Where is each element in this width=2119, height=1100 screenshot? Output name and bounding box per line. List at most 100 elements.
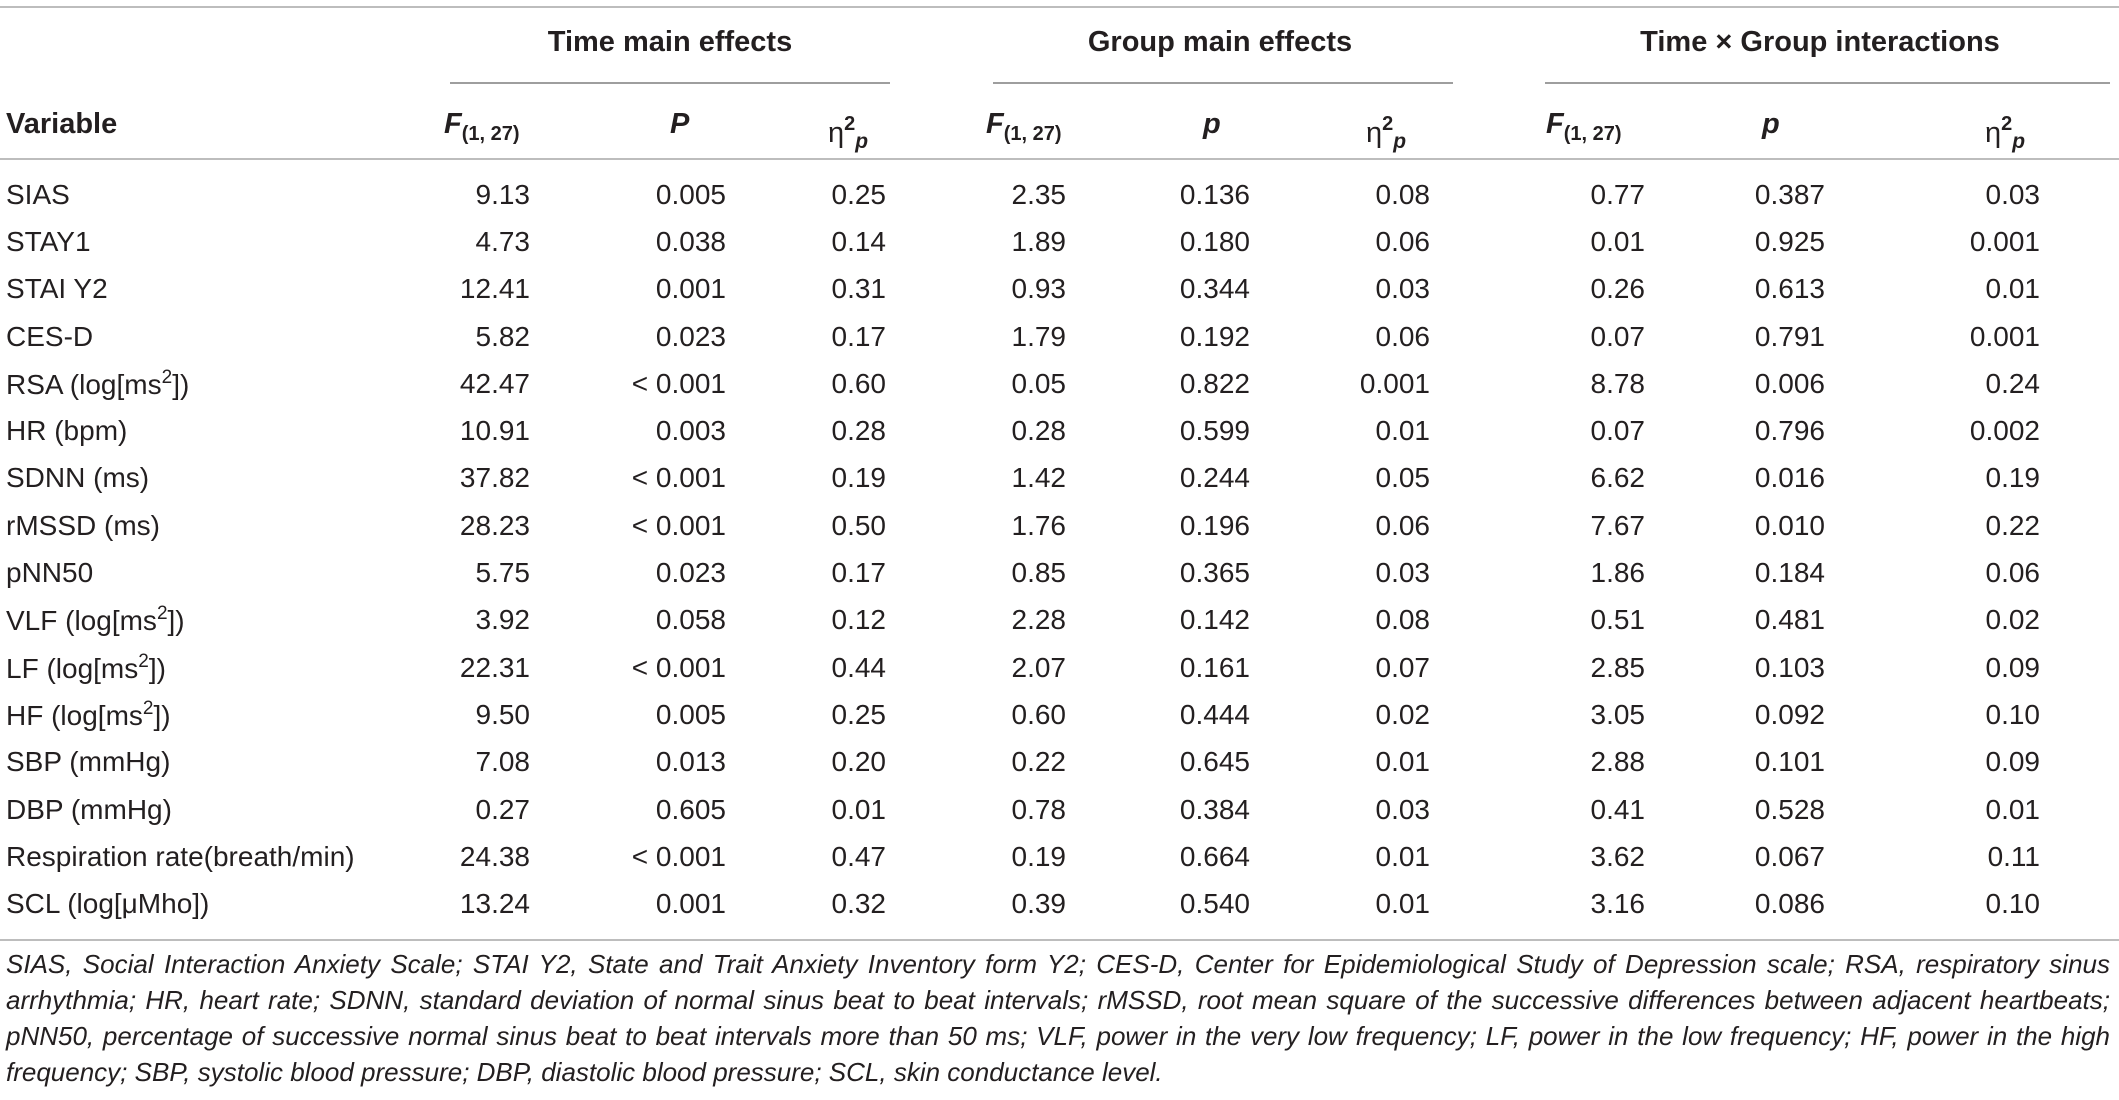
cell-t-p: 0.023: [655, 557, 726, 589]
cell-t-f: 3.92: [475, 604, 531, 636]
cell-t-p: 0.005: [655, 178, 726, 210]
cell-i-eta: 0.06: [1985, 557, 2041, 589]
cell-t-f: 5.82: [475, 320, 531, 352]
cell-g-f: 0.28: [1011, 415, 1067, 447]
cell-i-eta: 0.001: [1969, 320, 2040, 352]
group-rule-interaction: [1545, 82, 2110, 84]
row-variable: CES-D: [6, 320, 94, 352]
cell-t-eta: 0.50: [831, 509, 887, 541]
cell-t-eta: 0.17: [831, 320, 887, 352]
cell-g-f: 1.42: [1011, 462, 1067, 494]
cell-g-p: 0.244: [1179, 462, 1250, 494]
cell-g-p: 0.599: [1179, 415, 1250, 447]
cell-g-f: 0.19: [1011, 840, 1067, 872]
cell-t-eta: 0.25: [831, 698, 887, 730]
row-variable: SDNN (ms): [6, 462, 150, 494]
cell-i-eta: 0.10: [1985, 888, 2041, 920]
cell-t-p: 0.005: [655, 698, 726, 730]
header-group-p: p: [1203, 108, 1221, 140]
cell-t-eta: 0.28: [831, 415, 887, 447]
cell-g-p: 0.161: [1179, 651, 1250, 683]
cell-g-eta: 0.01: [1375, 415, 1431, 447]
header-interaction-f: F(1, 27): [1546, 108, 1622, 145]
table-bottom-rule: [0, 939, 2119, 941]
row-variable: SBP (mmHg): [6, 746, 171, 778]
cell-g-eta: 0.01: [1375, 888, 1431, 920]
cell-t-eta: 0.20: [831, 746, 887, 778]
cell-t-p: 0.058: [655, 604, 726, 636]
cell-g-eta: 0.06: [1375, 320, 1431, 352]
cell-i-p: 0.086: [1754, 888, 1825, 920]
cell-i-f: 0.26: [1590, 273, 1646, 305]
cell-g-eta: 0.02: [1375, 698, 1431, 730]
cell-i-p: 0.481: [1754, 604, 1825, 636]
cell-i-eta: 0.01: [1985, 793, 2041, 825]
cell-t-eta: 0.17: [831, 557, 887, 589]
group-rule-time: [450, 82, 890, 84]
group-title-time: Time main effects: [547, 26, 793, 58]
row-variable: HR (bpm): [6, 415, 128, 447]
cell-t-eta: 0.44: [831, 651, 887, 683]
table-row: CES-D 5.82 0.023 0.17 1.79 0.192 0.06 0.07 0.791…: [0, 313, 2040, 360]
cell-g-f: 0.78: [1011, 793, 1067, 825]
header-interaction-p: p: [1762, 108, 1780, 140]
cell-g-f: 1.76: [1011, 509, 1067, 541]
row-variable: RSA (log[ms2]): [6, 366, 190, 400]
table-row: pNN50 5.75 0.023 0.17 0.85 0.365 0.03 1.86 0.184…: [0, 549, 2040, 596]
cell-i-f: 1.86: [1590, 557, 1646, 589]
cell-i-eta: 0.02: [1985, 604, 2041, 636]
cell-t-p: 0.001: [655, 273, 726, 305]
cell-g-eta: 0.03: [1375, 793, 1431, 825]
cell-t-eta: 0.31: [831, 273, 887, 305]
cell-t-f: 9.13: [475, 178, 531, 210]
cell-t-p: < 0.001: [631, 509, 726, 541]
cell-i-p: 0.101: [1754, 746, 1825, 778]
cell-g-eta: 0.06: [1375, 509, 1431, 541]
results-table: SIAS 9.13 0.005 0.25 2.35 0.136 0.08 0.77 0.387 0…: [0, 171, 2040, 928]
cell-t-f: 12.41: [459, 273, 530, 305]
cell-g-p: 0.444: [1179, 698, 1250, 730]
header-variable: Variable: [6, 108, 118, 140]
cell-g-f: 0.39: [1011, 888, 1067, 920]
cell-t-f: 0.27: [475, 793, 531, 825]
table-footnote: SIAS, Social Interaction Anxiety Scale; …: [6, 949, 2110, 1087]
group-title-group: Group main effects: [1087, 26, 1353, 58]
cell-i-eta: 0.19: [1985, 462, 2041, 494]
cell-t-p: 0.003: [655, 415, 726, 447]
cell-t-p: < 0.001: [631, 462, 726, 494]
row-variable: SCL (log[μMho]): [6, 888, 210, 920]
cell-t-f: 9.50: [475, 698, 531, 730]
cell-i-eta: 0.10: [1985, 698, 2041, 730]
cell-t-p: 0.001: [655, 888, 726, 920]
cell-t-f: 24.38: [459, 840, 530, 872]
cell-t-f: 37.82: [459, 462, 530, 494]
cell-i-f: 0.41: [1590, 793, 1646, 825]
cell-i-p: 0.387: [1754, 178, 1825, 210]
cell-i-p: 0.613: [1754, 273, 1825, 305]
cell-i-f: 7.67: [1590, 509, 1646, 541]
cell-g-f: 0.85: [1011, 557, 1067, 589]
cell-i-eta: 0.09: [1985, 746, 2041, 778]
table-row: Respiration rate(breath/min) 24.38 < 0.001…: [0, 833, 2040, 880]
cell-g-f: 0.05: [1011, 367, 1067, 399]
cell-g-p: 0.822: [1179, 367, 1250, 399]
table-row: HF (log[ms2]) 9.50 0.005 0.25 0.60 0.444 0.02 3…: [0, 691, 2040, 738]
cell-g-p: 0.142: [1179, 604, 1250, 636]
cell-i-f: 0.51: [1590, 604, 1646, 636]
cell-t-p: 0.038: [655, 225, 726, 257]
cell-g-f: 0.60: [1011, 698, 1067, 730]
header-time-eta: η2p: [828, 113, 869, 153]
group-rule-group: [993, 82, 1453, 84]
cell-t-p: 0.605: [655, 793, 726, 825]
row-variable: LF (log[ms2]): [6, 650, 166, 684]
cell-t-eta: 0.19: [831, 462, 887, 494]
cell-i-p: 0.925: [1754, 225, 1825, 257]
cell-i-f: 0.77: [1590, 178, 1646, 210]
table-row: SCL (log[μMho]) 13.24 0.001 0.32 0.39 0.540 0.…: [0, 880, 2040, 927]
row-variable: SIAS: [6, 178, 70, 210]
group-title-interaction: Time × Group interactions: [1640, 26, 2000, 58]
table-row: SBP (mmHg) 7.08 0.013 0.20 0.22 0.645 0.01 2.88…: [0, 739, 2040, 786]
cell-t-f: 13.24: [459, 888, 530, 920]
cell-i-f: 0.07: [1590, 320, 1646, 352]
